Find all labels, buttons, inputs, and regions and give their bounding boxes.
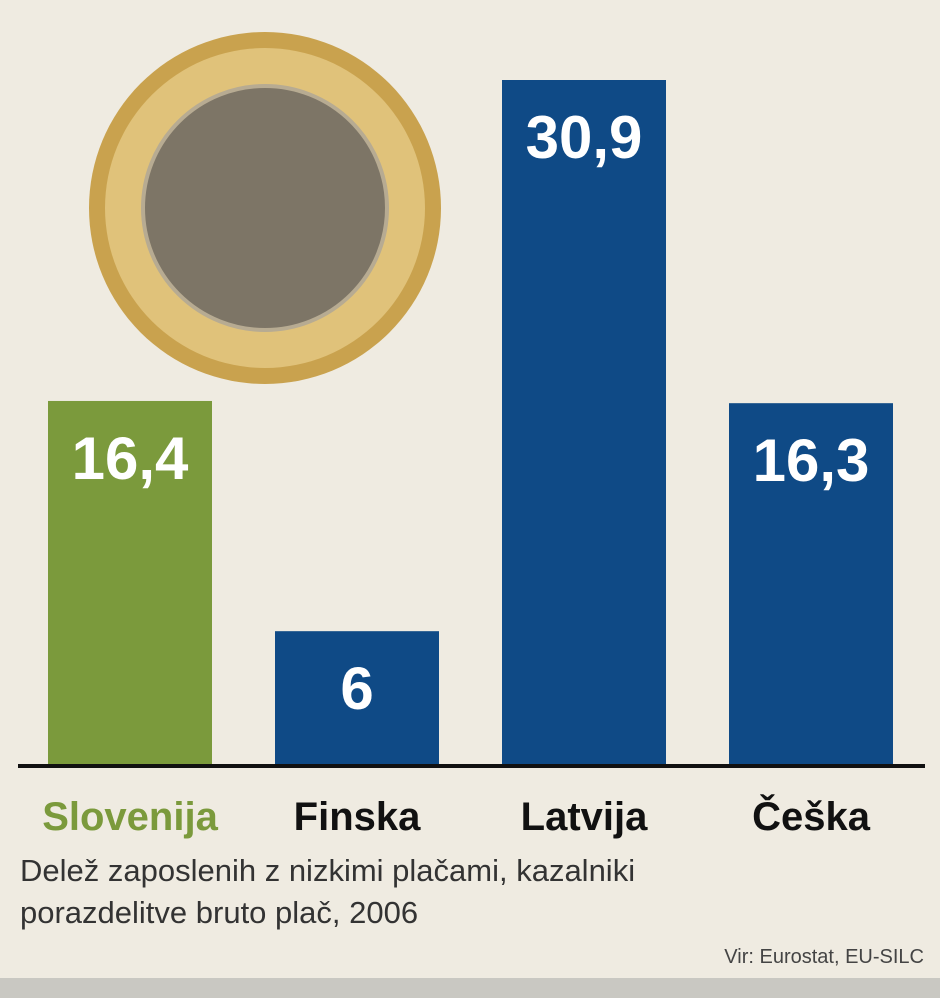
subtitle: Delež zaposlenih z nizkimi plačami, kaza… (20, 853, 636, 930)
value-label: 16,3 (753, 427, 870, 494)
bottom-strip (0, 978, 940, 998)
coin-edge (141, 84, 389, 332)
coin-center (143, 86, 387, 330)
coin (89, 32, 441, 384)
category-label: Slovenija (42, 795, 218, 839)
category-label: Latvija (521, 795, 648, 839)
bar (48, 400, 212, 764)
source: Vir: Eurostat, EU-SILC (724, 946, 924, 968)
bar (729, 403, 893, 764)
category-label: Češka (752, 793, 871, 839)
value-label: 30,9 (526, 104, 643, 171)
bar (502, 80, 666, 764)
bar (275, 631, 439, 764)
value-label: 6 (340, 655, 373, 722)
value-label: 16,4 (72, 425, 189, 492)
category-label: Finska (294, 795, 421, 839)
